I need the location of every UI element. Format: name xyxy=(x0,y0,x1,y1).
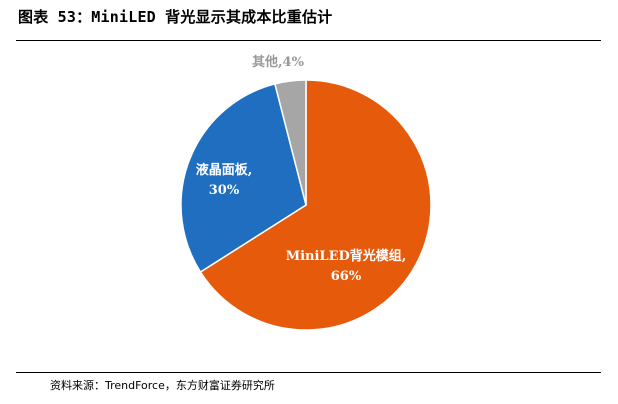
label-miniled-backlight: MiniLED背光模组, 66% xyxy=(286,248,407,284)
figure-title: 图表 53：MiniLED 背光显示其成本比重估计 xyxy=(18,8,333,26)
footer-divider xyxy=(16,372,601,373)
label-other: 其他,4% xyxy=(252,54,305,70)
title-divider xyxy=(16,40,601,41)
label-lcd-panel: 液晶面板, 30% xyxy=(196,162,253,198)
slice-other xyxy=(274,79,307,206)
slice-lcd-panel xyxy=(180,83,307,274)
slice-miniled-backlight xyxy=(199,79,432,331)
source-note: 资料来源：TrendForce，东方财富证券研究所 xyxy=(50,379,275,392)
